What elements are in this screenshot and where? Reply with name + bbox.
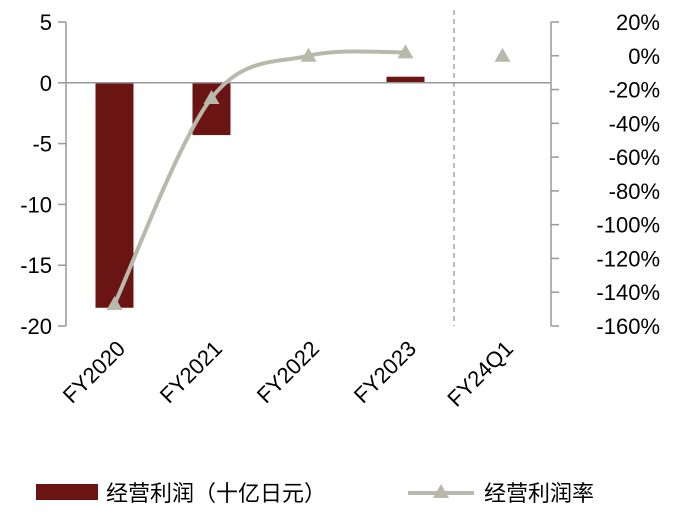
legend-bar-swatch [36, 484, 98, 500]
left-tick-label: -5 [32, 132, 52, 157]
category-label: FY24Q1 [442, 336, 518, 412]
category-labels: FY2020 FY2021 FY2022 FY2023 FY24Q1 [58, 336, 518, 412]
right-axis: 20% 0% -20% -40% -60% -80% -100% -120% -140% -160… [550, 10, 660, 339]
chart: 5 0 -5 -10 -15 -20 20% 0% -20% -40% -60% -80% -100%… [20, 10, 660, 412]
left-tick-label: 0 [40, 71, 52, 96]
legend-label-profit: 经营利润（十亿日元） [106, 482, 327, 507]
left-tick-label: 5 [40, 10, 52, 35]
left-tick-label: -15 [20, 253, 52, 278]
margin-marker [300, 47, 317, 62]
right-tick-label: -160% [596, 314, 660, 339]
legend: 经营利润（十亿日元） 经营利润率 [0, 470, 700, 514]
left-tick-label: -10 [20, 192, 52, 217]
category-label: FY2020 [58, 336, 130, 408]
legend-line-swatch [408, 484, 474, 498]
legend-label-margin: 经营利润率 [484, 482, 595, 507]
margin-marker [203, 90, 220, 104]
right-tick-label: -100% [596, 213, 660, 238]
margin-markers [106, 44, 511, 311]
profit-bar [386, 76, 425, 83]
category-label: FY2023 [349, 336, 421, 408]
right-tick-label: 20% [616, 10, 660, 35]
category-label: FY2021 [155, 336, 227, 408]
margin-marker [397, 44, 414, 59]
margin-marker [106, 296, 123, 311]
right-tick-label: -80% [609, 179, 660, 204]
right-tick-label: -60% [609, 145, 660, 170]
right-tick-label: -120% [596, 246, 660, 271]
right-tick-label: 0% [628, 44, 660, 69]
left-axis: 5 0 -5 -10 -15 -20 [20, 10, 67, 339]
margin-marker [494, 47, 511, 62]
right-tick-label: -40% [609, 111, 660, 136]
bar-series [95, 76, 425, 308]
margin-line [112, 49, 406, 305]
legend-item-profit: 经营利润（十亿日元） [36, 476, 326, 508]
right-tick-label: -140% [596, 280, 660, 305]
right-tick-label: -20% [609, 78, 660, 103]
left-tick-label: -20 [20, 314, 52, 339]
category-label: FY2022 [252, 336, 324, 408]
legend-item-margin: 经营利润率 [406, 476, 594, 508]
